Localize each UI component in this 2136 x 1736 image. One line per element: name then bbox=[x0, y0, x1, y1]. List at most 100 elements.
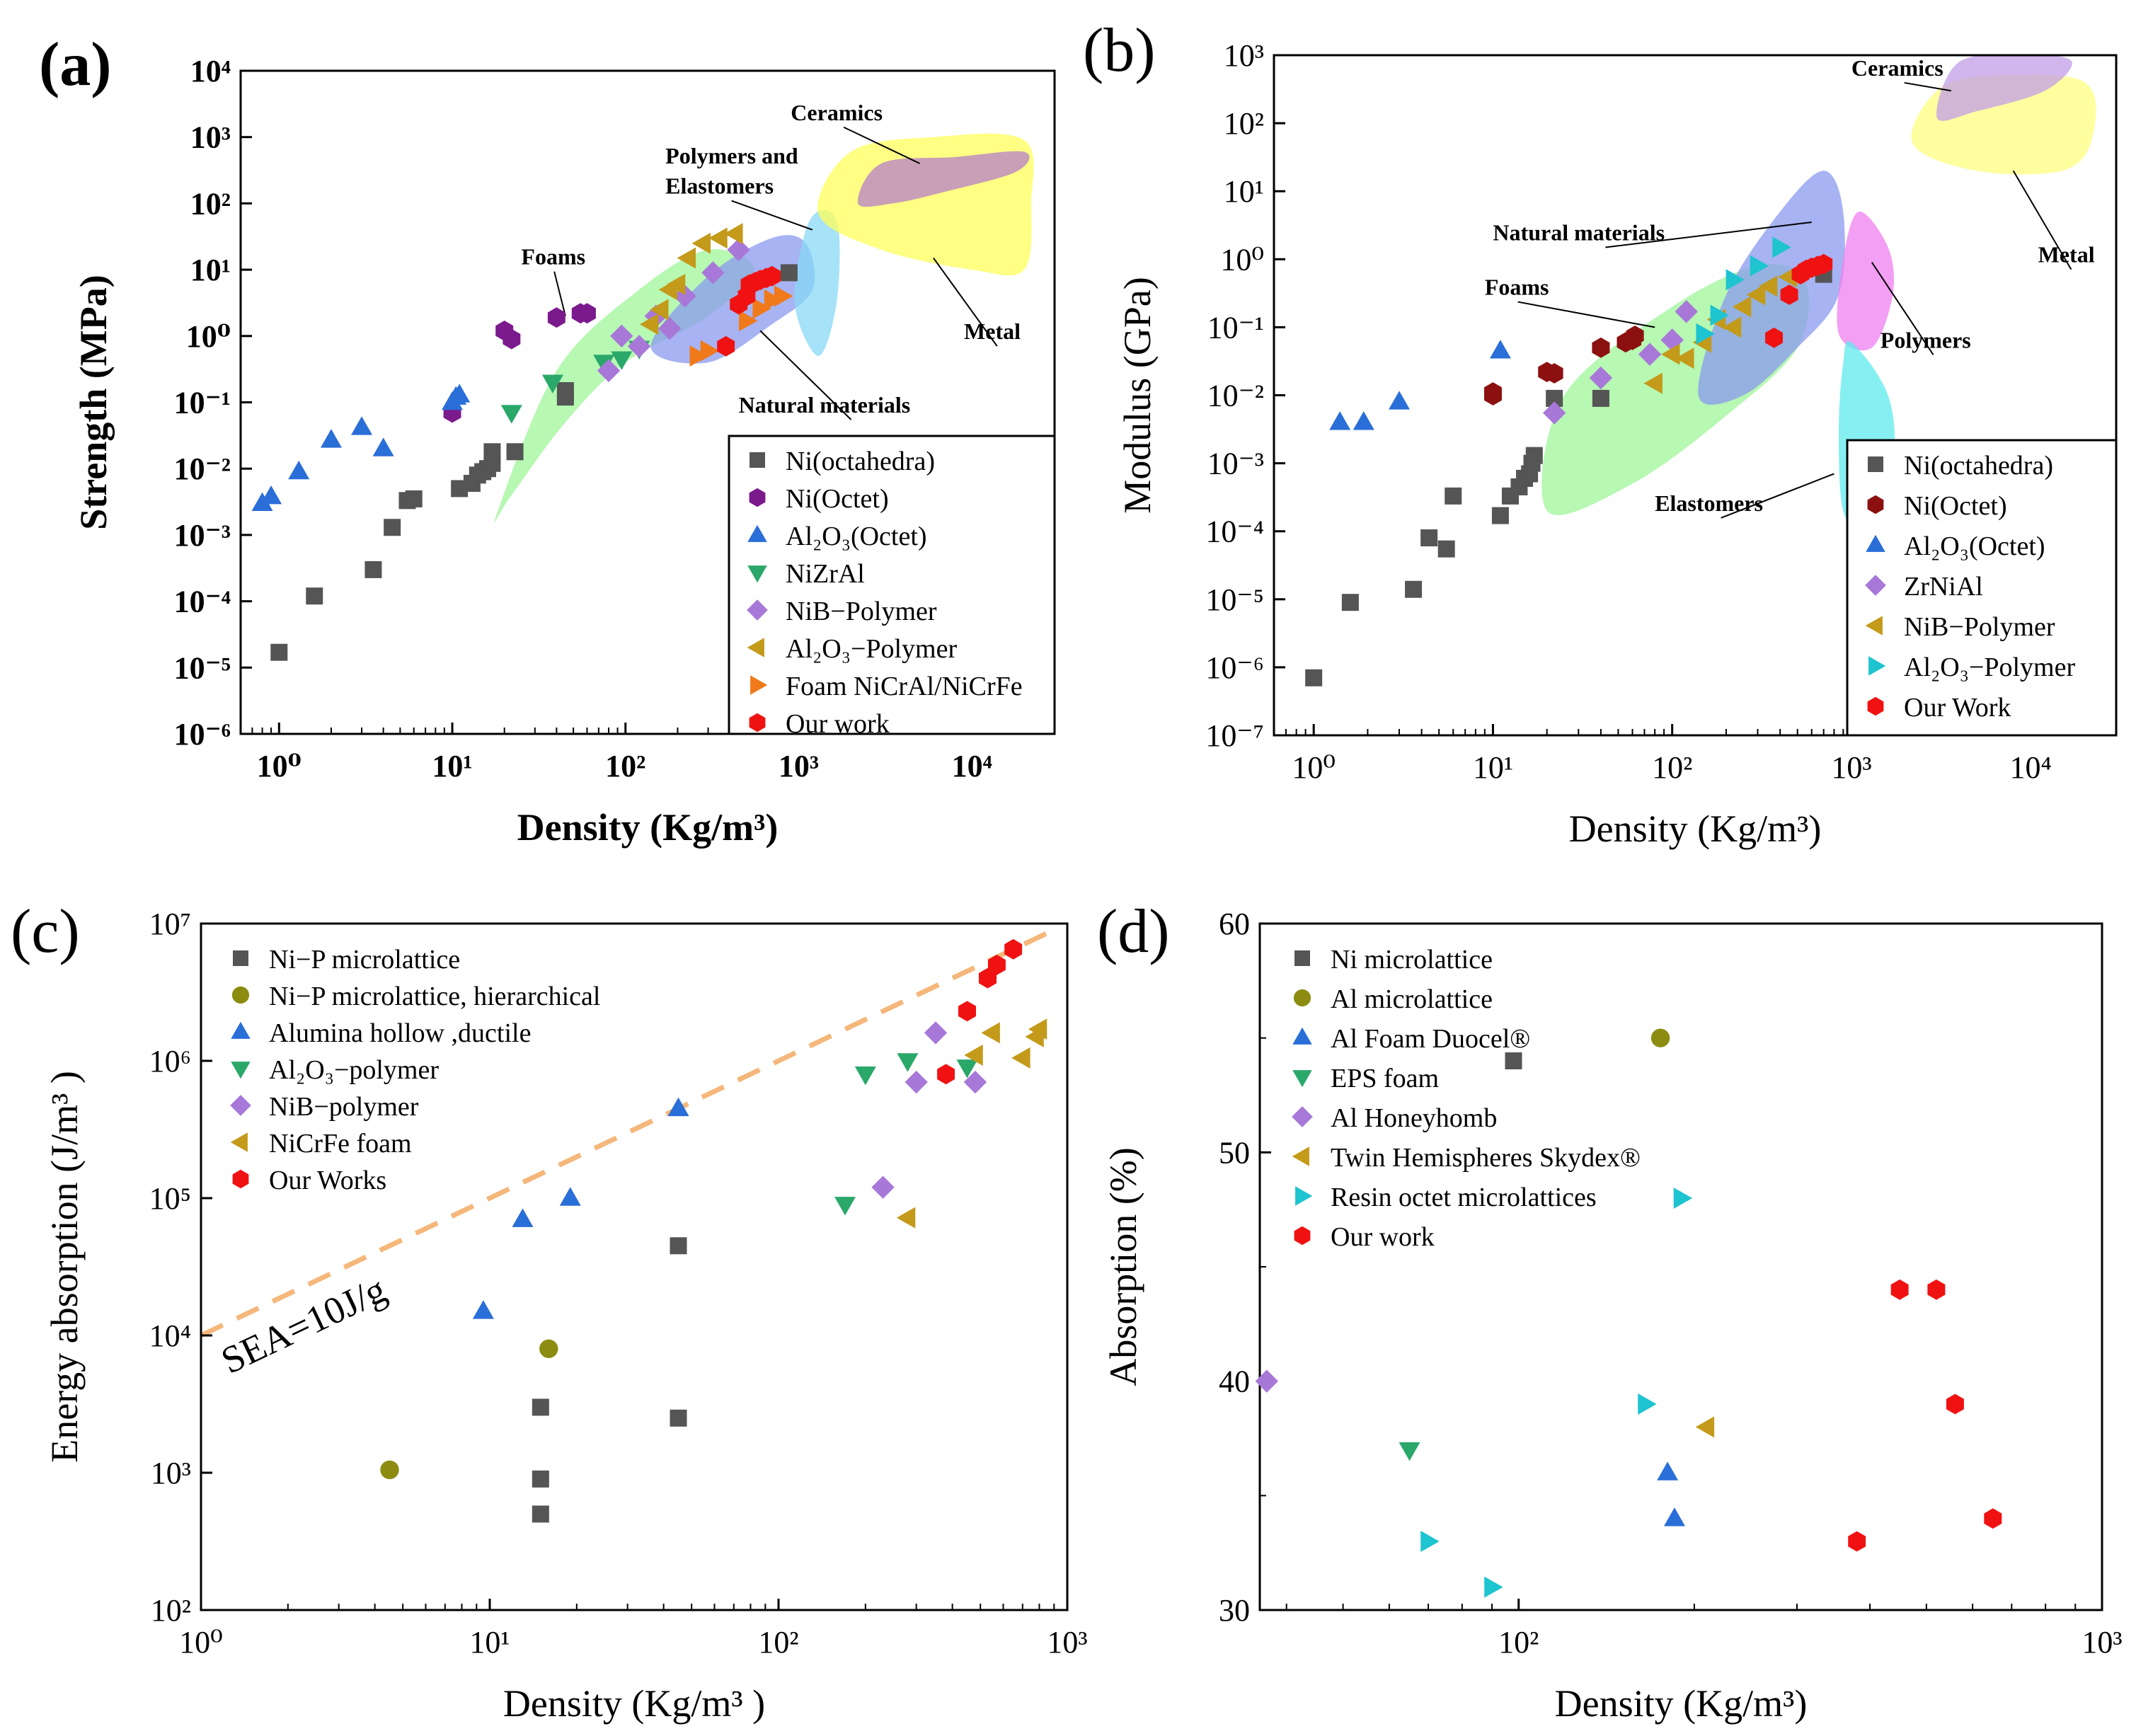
data-point bbox=[727, 238, 750, 262]
annotation-leader bbox=[731, 200, 813, 231]
data-point bbox=[556, 382, 574, 400]
legend-label: Ni(Octet) bbox=[1904, 491, 2007, 521]
series-1 bbox=[380, 1339, 558, 1480]
data-point bbox=[288, 460, 310, 480]
y-tick-label: 10³ bbox=[151, 1456, 191, 1490]
x-tick-label: 10¹ bbox=[432, 749, 472, 783]
y-tick-label: 10⁻⁵ bbox=[1205, 582, 1264, 617]
data-point bbox=[979, 967, 997, 989]
data-point bbox=[897, 1053, 919, 1072]
y-tick-label: 10⁻⁴ bbox=[1205, 515, 1264, 549]
data-point bbox=[372, 437, 394, 456]
x-tick-label: 10⁰ bbox=[257, 749, 302, 783]
data-point bbox=[1675, 300, 1698, 323]
legend-marker bbox=[1865, 575, 1886, 596]
series-6 bbox=[1765, 253, 1833, 348]
legend-label: Al Foam Duocel® bbox=[1331, 1024, 1530, 1054]
data-point bbox=[364, 561, 382, 578]
y-tick-label: 10⁵ bbox=[149, 1181, 191, 1216]
region-annotation: Natural materials bbox=[1493, 220, 1665, 246]
panel-label: (b) bbox=[1083, 16, 1156, 85]
x-tick-label: 10² bbox=[605, 749, 645, 783]
data-point bbox=[774, 285, 793, 307]
series-0 bbox=[532, 1237, 687, 1523]
series-0 bbox=[1305, 265, 1832, 686]
annotation-leader bbox=[1871, 262, 1934, 355]
data-point bbox=[541, 374, 563, 393]
x-axis-label: Density (Kg/m³ ) bbox=[503, 1682, 765, 1725]
data-point bbox=[924, 1021, 948, 1045]
data-point bbox=[937, 1064, 955, 1085]
legend-label: Al₂O₃−polymer bbox=[269, 1055, 439, 1085]
data-point bbox=[1780, 284, 1798, 305]
annotation-leader bbox=[1721, 473, 1834, 519]
y-tick-label: 60 bbox=[1219, 907, 1250, 941]
legend-frame bbox=[728, 435, 1056, 735]
data-point bbox=[1353, 411, 1374, 430]
legend-marker bbox=[747, 524, 767, 542]
chart-panel-b: (b) 10⁰ 10¹ 10² 10³ 10⁴ 10⁻⁷ 10⁻⁶ 10⁻⁵ 10⁻⁴ 10⁻³ 10… bbox=[1083, 16, 2118, 850]
series-6 bbox=[937, 938, 1023, 1085]
legend-label: Ni(Octet) bbox=[786, 484, 889, 514]
data-point bbox=[306, 587, 323, 605]
legend-label: Al₂O₃−Polymer bbox=[786, 634, 957, 664]
data-point bbox=[559, 1187, 581, 1206]
legend-label: Ni microlattice bbox=[1331, 945, 1493, 975]
y-tick-label: 10⁷ bbox=[149, 907, 191, 941]
series-3 bbox=[1399, 1442, 1420, 1461]
legend-marker bbox=[1868, 456, 1883, 472]
legend-marker bbox=[1295, 1186, 1313, 1206]
data-point bbox=[1028, 1018, 1047, 1040]
data-point bbox=[1399, 1442, 1420, 1461]
data-point bbox=[1758, 275, 1778, 297]
region-ceramics bbox=[1936, 54, 2072, 121]
data-point bbox=[958, 1001, 976, 1022]
legend-marker bbox=[231, 1062, 251, 1079]
data-point bbox=[1663, 1507, 1685, 1527]
y-tick-label: 10⁶ bbox=[149, 1044, 191, 1079]
data-point bbox=[532, 1505, 549, 1523]
legend-marker bbox=[230, 1132, 248, 1152]
y-axis-label: Absorption (%) bbox=[1102, 1147, 1144, 1386]
legend-marker bbox=[1867, 495, 1884, 515]
legend-marker bbox=[750, 452, 765, 468]
data-point bbox=[1695, 1416, 1715, 1438]
data-point bbox=[1542, 401, 1566, 425]
series-2 bbox=[472, 1097, 689, 1319]
legend-marker bbox=[1293, 989, 1311, 1007]
data-point bbox=[1545, 363, 1563, 384]
data-point bbox=[1946, 1393, 1964, 1415]
legend-label: Al₂O₃(Octet) bbox=[786, 522, 927, 551]
y-tick-label: 10⁻² bbox=[174, 452, 231, 486]
series-1 bbox=[1484, 326, 1644, 406]
x-tick-label: 10³ bbox=[1831, 750, 1871, 785]
data-point bbox=[1420, 529, 1438, 547]
data-point bbox=[1255, 1369, 1279, 1393]
legend-marker bbox=[749, 713, 766, 732]
panel-label: (d) bbox=[1097, 897, 1170, 966]
data-point bbox=[717, 335, 735, 357]
y-axis-label: Energy absorption (J/m³ ) bbox=[43, 1071, 86, 1463]
data-point bbox=[701, 261, 725, 284]
series-0 bbox=[1505, 1052, 1522, 1069]
data-point bbox=[871, 1175, 895, 1199]
data-point bbox=[380, 1460, 399, 1480]
data-point bbox=[1011, 1047, 1030, 1069]
annotation-leader bbox=[553, 271, 566, 316]
y-tick-label: 10⁻¹ bbox=[1207, 310, 1264, 345]
data-point bbox=[270, 643, 288, 661]
y-tick-label: 10⁴ bbox=[149, 1318, 191, 1353]
x-tick-label: 10² bbox=[1652, 750, 1692, 785]
data-point bbox=[1004, 938, 1023, 960]
data-point bbox=[987, 955, 1006, 975]
region-polymers-and-elastomers bbox=[794, 209, 840, 356]
legend-label: Al microlattice bbox=[1331, 984, 1493, 1014]
data-point bbox=[673, 284, 696, 308]
legend-marker bbox=[747, 599, 768, 621]
series-2 bbox=[1329, 340, 1511, 430]
x-tick-label: 10⁰ bbox=[1292, 750, 1336, 785]
data-point bbox=[449, 384, 471, 403]
data-point bbox=[896, 1207, 916, 1229]
data-point bbox=[763, 265, 781, 287]
data-point bbox=[1643, 372, 1663, 394]
